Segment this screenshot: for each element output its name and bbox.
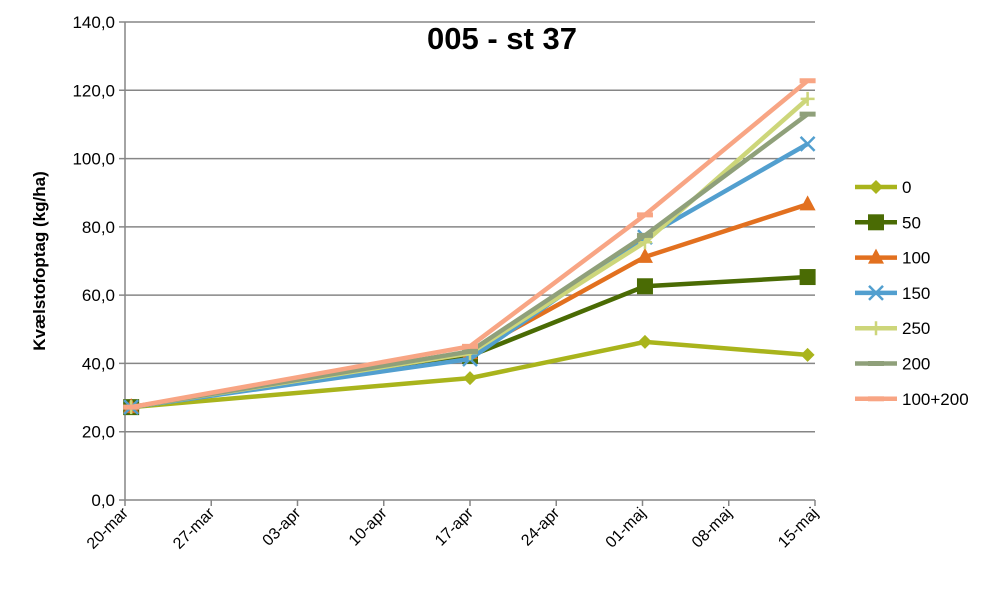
y-tick-label: 60,0 (82, 286, 115, 305)
data-point-0 (800, 347, 815, 362)
y-tick-label: 80,0 (82, 218, 115, 237)
legend-label: 100 (902, 249, 930, 268)
y-tick-label: 40,0 (82, 354, 115, 373)
y-tick-label: 140,0 (72, 13, 115, 32)
data-point-50 (636, 278, 653, 295)
series-line-200 (130, 112, 809, 410)
y-axis-label: Kvælstofoptag (kg/ha) (30, 171, 49, 350)
data-point-100 (799, 195, 816, 211)
y-tick-label: 100,0 (72, 150, 115, 169)
x-tick-label: 17-apr (432, 504, 477, 549)
y-tick-label: 0,0 (91, 491, 115, 510)
data-point-150 (799, 136, 816, 152)
data-point-100 (636, 247, 653, 263)
legend-marker (868, 285, 884, 301)
chart-title: 005 - st 37 (427, 21, 577, 56)
x-tick-label: 03-apr (260, 504, 305, 549)
legend-marker (868, 214, 884, 231)
data-point-0 (637, 334, 652, 349)
x-tick-label: 27-mar (170, 504, 218, 552)
data-point-50 (799, 269, 816, 286)
legend-marker (869, 180, 883, 194)
legend-label: 100+200 (902, 390, 969, 409)
legend-marker (869, 321, 883, 336)
legend-label: 50 (902, 213, 921, 232)
x-tick-label: 20-mar (84, 504, 132, 552)
x-tick-label: 24-apr (518, 504, 563, 549)
legend-label: 250 (902, 319, 930, 338)
x-tick-label: 08-maj (689, 505, 736, 552)
series-line-150 (130, 141, 809, 410)
series-line-0 (130, 339, 808, 410)
legend-label: 150 (902, 284, 930, 303)
legend-marker (868, 248, 884, 264)
data-point-250 (800, 91, 815, 106)
legend-label: 200 (902, 355, 930, 374)
legend-label: 0 (902, 178, 911, 197)
y-tick-label: 120,0 (72, 81, 115, 100)
series-line-100+200 (130, 78, 810, 410)
x-tick-label: 10-apr (346, 504, 391, 549)
data-point-0 (463, 371, 477, 386)
x-tick-label: 15-maj (775, 505, 822, 552)
x-tick-label: 01-maj (603, 505, 650, 552)
y-tick-label: 20,0 (82, 423, 115, 442)
